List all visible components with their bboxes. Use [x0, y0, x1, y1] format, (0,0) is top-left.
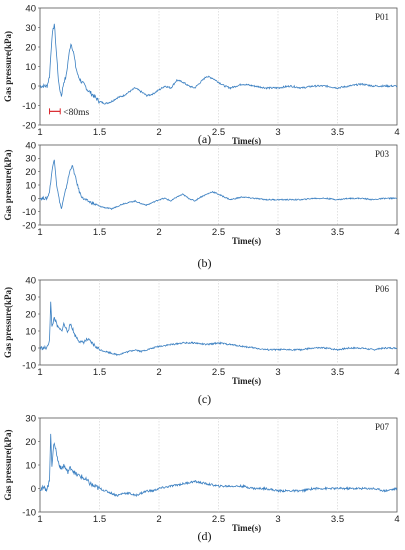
y-tick-label: 40: [25, 140, 36, 151]
y-tick-label: 10: [25, 326, 36, 337]
y-tick-label: 20: [25, 42, 36, 53]
panel-label: P06: [375, 284, 390, 294]
y-tick-label: 30: [25, 154, 36, 165]
panel-caption: (b): [198, 256, 212, 270]
x-tick-label: 3.5: [331, 514, 344, 525]
x-tick-label: 2: [156, 227, 161, 238]
x-tick-label: 2.5: [212, 514, 225, 525]
x-tick-label: 1: [37, 227, 42, 238]
chart-panel-p01: 1 1.5 2 2.5 3 3.5 4 40 30 20 10 0 -10 -20 Gas pressure…: [3, 3, 400, 146]
x-tick-label: 3: [275, 127, 280, 138]
y-tick-label: -20: [22, 120, 36, 131]
x-tick-label: 1: [37, 367, 42, 378]
y-tick-label: -10: [22, 507, 36, 518]
x-tick-label: 3.5: [331, 367, 344, 378]
y-tick-label: 40: [25, 3, 36, 14]
x-tick-label: 1: [37, 514, 42, 525]
x-tick-label: 2.5: [212, 367, 225, 378]
x-tick-label: 3: [275, 367, 280, 378]
series-line-p03: [39, 159, 397, 211]
panel-label: P07: [375, 422, 390, 432]
x-axis-title: Time(s): [232, 136, 261, 146]
panel-label: P01: [375, 12, 389, 22]
chart-panel-p03: 1 1.5 2 2.5 3 3.5 4 40 30 20 10 0 -10 -20 Gas pressure…: [3, 140, 400, 246]
x-tick-label: 1.5: [93, 514, 106, 525]
x-tick-label: 4: [394, 227, 399, 238]
y-tick-label: -10: [22, 207, 36, 218]
y-tick-label: 30: [25, 292, 36, 303]
y-tick-label: -10: [22, 360, 36, 371]
y-tick-label: 0: [31, 194, 36, 205]
plot-area: [39, 417, 398, 513]
y-axis-title: Gas pressure(kPa): [3, 150, 13, 221]
x-tick-label: 3: [275, 227, 280, 238]
panel-caption: (c): [198, 392, 211, 406]
y-tick-label: 20: [25, 167, 36, 178]
x-tick-label: 2: [156, 127, 161, 138]
y-tick-label: 40: [25, 275, 36, 286]
x-tick-label: 1.5: [93, 227, 106, 238]
panel-caption: (a): [198, 132, 211, 146]
y-tick-label: -10: [22, 101, 36, 112]
x-tick-label: 2: [156, 514, 161, 525]
y-tick-label: 0: [31, 484, 36, 495]
y-tick-label: 10: [25, 62, 36, 73]
x-axis-title: Time(s): [232, 236, 261, 246]
y-tick-label: 20: [25, 437, 36, 448]
series-line-p01: [39, 23, 398, 105]
y-axis-title: Gas pressure(kPa): [3, 287, 13, 358]
panel-caption: (d): [198, 529, 212, 543]
x-tick-label: 3.5: [331, 227, 344, 238]
x-tick-label: 2: [156, 367, 161, 378]
y-tick-label: 20: [25, 309, 36, 320]
series-line-p06: [39, 301, 398, 357]
y-axis-title: Gas pressure(kPa): [3, 430, 13, 501]
x-tick-label: 4: [394, 367, 399, 378]
x-tick-label: 1: [37, 127, 42, 138]
x-axis-title: Time(s): [232, 376, 261, 386]
x-tick-label: 3.5: [331, 127, 344, 138]
x-tick-label: 4: [394, 127, 399, 138]
y-tick-label: 0: [31, 81, 36, 92]
y-tick-label: 0: [31, 343, 36, 354]
chart-panel-p07: 1 1.5 2 2.5 3 3.5 4 30 20 10 0 -10 Gas pressure(kPa)…: [3, 413, 400, 533]
panel-label: P03: [375, 149, 390, 159]
y-tick-label: -20: [22, 220, 36, 231]
y-axis-title: Gas pressure(kPa): [3, 31, 13, 102]
x-axis-title: Time(s): [232, 523, 261, 533]
y-tick-label: 10: [25, 180, 36, 191]
y-tick-label: 30: [25, 23, 36, 34]
x-tick-label: 4: [394, 514, 399, 525]
x-tick-label: 2.5: [212, 227, 225, 238]
annotation-label: <80ms: [63, 108, 89, 118]
y-tick-label: 10: [25, 460, 36, 471]
series-line-p07: [39, 433, 398, 497]
x-tick-label: 1.5: [93, 367, 106, 378]
x-tick-label: 1.5: [93, 127, 106, 138]
x-tick-label: 3: [275, 514, 280, 525]
x-tick-label: 2.5: [212, 127, 225, 138]
chart-panel-p06: 1 1.5 2 2.5 3 3.5 4 40 30 20 10 0 -10 Gas pressure(kP…: [3, 275, 400, 386]
y-tick-label: 30: [25, 413, 36, 424]
